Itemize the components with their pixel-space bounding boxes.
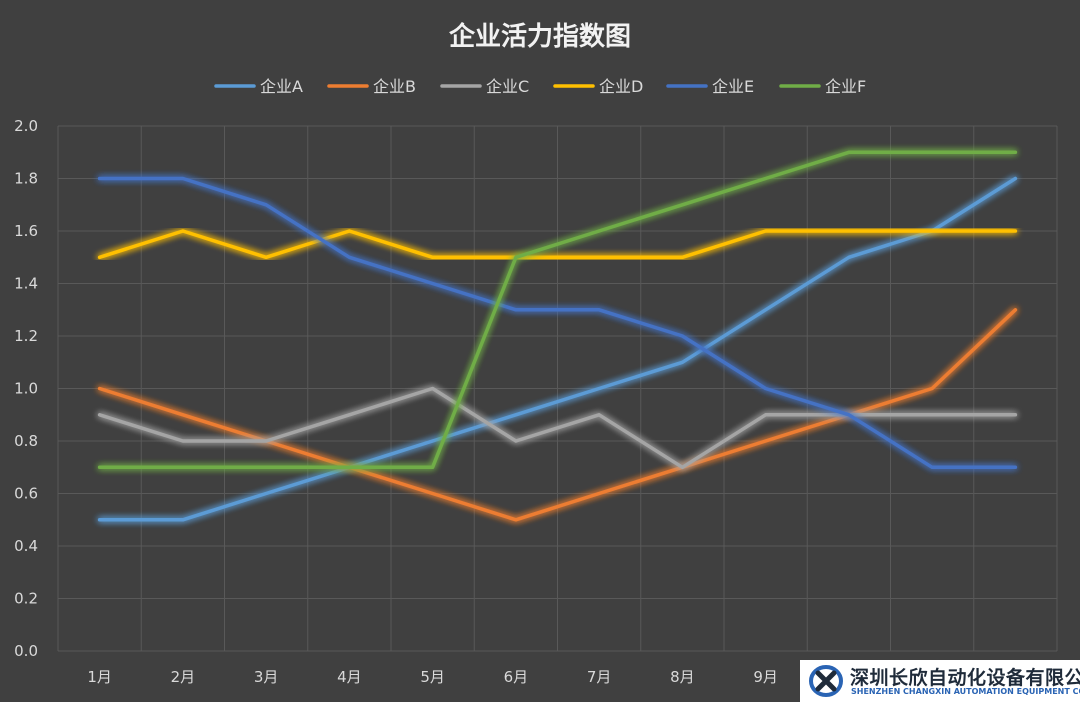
series-line-1: [97, 176, 1018, 522]
legend-label: 企业C: [486, 77, 529, 96]
series-line-2: [97, 308, 1018, 522]
company-logo-icon: [809, 665, 843, 697]
series-line-4: [97, 229, 1018, 260]
company-subtitle: SHENZHEN CHANGXIN AUTOMATION EQUIPMENT C…: [851, 687, 1080, 696]
x-tick-label: 1月: [87, 668, 112, 686]
series-line-5: [97, 176, 1018, 470]
company-watermark: 深圳长欣自动化设备有限公司 SHENZHEN CHANGXIN AUTOMATI…: [800, 660, 1080, 702]
x-tick-label: 3月: [254, 668, 279, 686]
y-tick-label: 0.6: [14, 485, 38, 503]
legend-label: 企业F: [825, 77, 866, 96]
grid: [57, 125, 1058, 652]
chart-title: 企业活力指数图: [449, 21, 631, 52]
y-tick-label: 0.4: [14, 537, 38, 555]
x-tick-label: 8月: [670, 668, 695, 686]
y-tick-label: 0.0: [14, 642, 38, 660]
x-tick-label: 9月: [753, 668, 778, 686]
series-lines: [97, 150, 1018, 522]
y-tick-label: 0.2: [14, 590, 38, 608]
y-axis: 0.0 0.2 0.4 0.6 0.8 1.0 1.2 1.4 1.6 1.8 2.0: [14, 117, 38, 660]
legend-label: 企业A: [260, 77, 303, 96]
legend-label: 企业D: [599, 77, 643, 96]
y-tick-label: 1.2: [14, 327, 38, 345]
y-tick-label: 1.4: [14, 275, 38, 293]
y-tick-label: 1.8: [14, 170, 38, 188]
y-tick-label: 2.0: [14, 117, 38, 135]
x-tick-label: 4月: [337, 668, 362, 686]
x-tick-label: 5月: [420, 668, 445, 686]
legend-label: 企业B: [373, 77, 416, 96]
legend: 企业A 企业B 企业C 企业D 企业E 企业F: [214, 77, 866, 96]
company-name: 深圳长欣自动化设备有限公司: [850, 667, 1080, 689]
y-tick-label: 0.8: [14, 432, 38, 450]
x-tick-label: 6月: [504, 668, 529, 686]
x-tick-label: 2月: [171, 668, 196, 686]
y-tick-label: 1.6: [14, 222, 38, 240]
legend-label: 企业E: [712, 77, 754, 96]
y-tick-label: 1.0: [14, 380, 38, 398]
series-line-3: [97, 386, 1018, 470]
series-line-6: [97, 150, 1018, 470]
x-tick-label: 7月: [587, 668, 612, 686]
